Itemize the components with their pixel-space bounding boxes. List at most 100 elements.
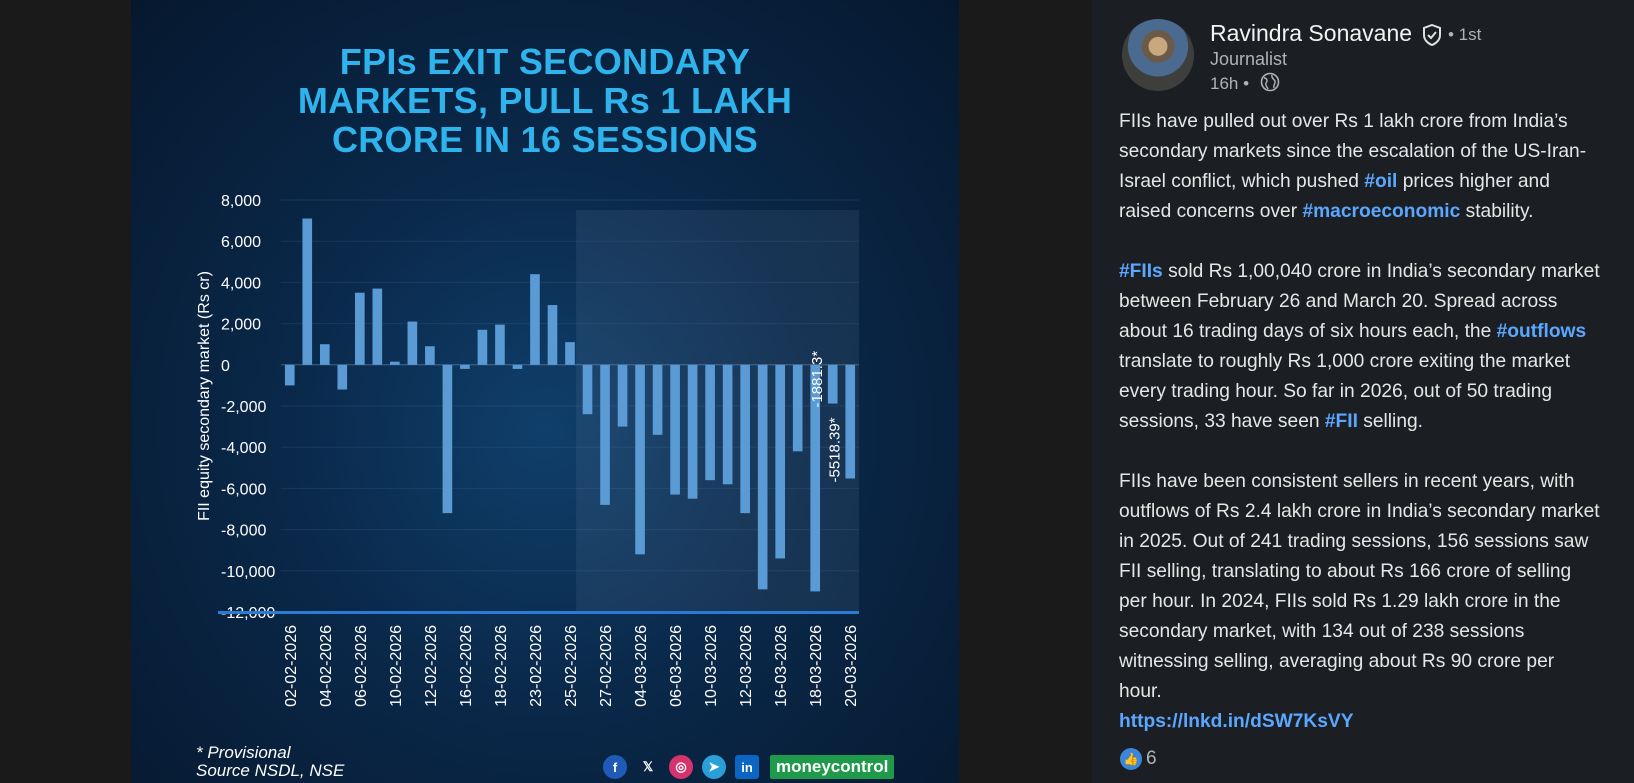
hashtag-fii[interactable]: #FII <box>1324 411 1358 432</box>
avatar[interactable] <box>1122 19 1194 91</box>
text-line: Israel conflict, which pushed #oil price… <box>1119 167 1634 197</box>
globe-icon <box>1260 72 1280 92</box>
bar <box>775 364 785 559</box>
y-axis-label: FII equity secondary market (Rs cr) <box>196 271 213 521</box>
text-fragment: about 16 trading days of six hours each,… <box>1119 321 1497 342</box>
x-tick-label: 12-03-2026 <box>738 625 755 707</box>
telegram-icon: ➤ <box>702 755 726 779</box>
x-tick-label: 10-03-2026 <box>703 625 720 707</box>
moneycontrol-logo: moneycontrol <box>770 755 895 779</box>
bar <box>600 364 610 505</box>
text-fragment: Israel conflict, which pushed <box>1119 171 1365 192</box>
bar <box>705 364 715 481</box>
bar <box>302 218 313 365</box>
like-icon: 👍 <box>1120 748 1142 770</box>
bar <box>495 324 505 365</box>
bar <box>425 346 435 365</box>
x-tick-label: 06-03-2026 <box>668 625 685 707</box>
bar <box>442 364 453 514</box>
author-headline: Journalist <box>1210 49 1288 69</box>
text-line: raised concerns over #macroeconomic stab… <box>1119 197 1634 227</box>
hashtag-outflows[interactable]: #outflows <box>1496 321 1587 342</box>
linkedin-icon: in <box>735 755 759 779</box>
bar <box>827 364 838 404</box>
text-line: per hour. In 2024, FIIs sold Rs 1.29 lak… <box>1119 591 1561 612</box>
y-tick-label: 8,000 <box>221 193 261 210</box>
bar <box>547 305 558 365</box>
infographic-title: FPIs EXIT SECONDARY MARKETS, PULL Rs 1 L… <box>131 42 959 159</box>
text-line: secondary markets since the escalation o… <box>1119 141 1587 162</box>
paragraph-2: #FIIs sold Rs 1,00,040 crore in India’s … <box>1119 257 1634 437</box>
x-tick-label: 20-03-2026 <box>843 625 860 707</box>
post-link[interactable]: https://lnkd.in/dSW7KsVY <box>1119 711 1354 732</box>
text-line: #FIIs sold Rs 1,00,040 crore in India’s … <box>1119 257 1634 287</box>
bar <box>810 364 821 592</box>
bar <box>530 274 540 365</box>
footnote-provisional: * Provisional <box>196 743 291 762</box>
bar <box>284 364 295 386</box>
bar <box>477 329 488 365</box>
paragraph-1: FIIs have pulled out over Rs 1 lakh cror… <box>1119 107 1634 227</box>
post-time: 16h • <box>1210 74 1250 93</box>
y-tick-label: -10,000 <box>221 564 275 581</box>
x-tick-label: 04-03-2026 <box>633 625 650 707</box>
hashtag-macroeconomic[interactable]: #macroeconomic <box>1302 201 1461 222</box>
text-line: translate to roughly Rs 1,000 crore exit… <box>1119 351 1571 372</box>
social-icons: f 𝕏 ◎ ➤ in moneycontrol <box>603 755 895 779</box>
title-line-2: MARKETS, PULL Rs 1 LAKH <box>297 80 793 121</box>
post-image[interactable]: FPIs EXIT SECONDARY MARKETS, PULL Rs 1 L… <box>131 0 959 783</box>
x-tick-label: 18-03-2026 <box>808 625 825 707</box>
text-line: every trading hour. So far in 2026, out … <box>1119 381 1553 402</box>
bar <box>319 344 330 365</box>
text-fragment: prices higher and <box>1397 171 1550 192</box>
paragraph-3: FIIs have been consistent sellers in rec… <box>1119 467 1634 707</box>
text-line: about 16 trading days of six hours each,… <box>1119 317 1634 347</box>
bar <box>407 321 418 365</box>
text-fragment: selling. <box>1357 411 1423 432</box>
text-line: witnessing selling, averaging about Rs 9… <box>1119 651 1555 672</box>
text-fragment: stability. <box>1460 201 1534 222</box>
text-fragment: sessions, 33 have seen <box>1119 411 1325 432</box>
text-line: outflows of Rs 2.4 lakh crore in India’s… <box>1119 501 1600 522</box>
x-tick-label: 27-02-2026 <box>598 625 615 707</box>
title-line-3: CRORE IN 16 SESSIONS <box>331 119 759 160</box>
x-axis-line <box>218 611 859 614</box>
x-tick-label: 12-02-2026 <box>423 625 440 707</box>
bar <box>687 364 698 499</box>
x-tick-label: 10-02-2026 <box>388 625 405 707</box>
bar <box>635 364 645 555</box>
x-tick-label: 06-02-2026 <box>353 625 370 707</box>
post-text: FIIs have pulled out over Rs 1 lakh cror… <box>1119 107 1634 737</box>
bar <box>390 361 400 365</box>
x-tick-label: 18-02-2026 <box>493 625 510 707</box>
bar <box>722 364 733 485</box>
text-line: hour. <box>1119 681 1162 702</box>
x-tick-label: 16-03-2026 <box>773 625 790 707</box>
reactions-summary[interactable]: 👍 6 <box>1120 748 1157 770</box>
chart-footnote: * Provisional Source NSDL, NSE <box>196 744 344 780</box>
y-tick-label: -4,000 <box>221 440 266 457</box>
post-panel: Ravindra Sonavane • 1st Journalist 16h •… <box>1092 0 1634 783</box>
text-line: FIIs have pulled out over Rs 1 lakh cror… <box>1119 111 1568 132</box>
x-icon: 𝕏 <box>642 759 654 774</box>
hashtag-oil[interactable]: #oil <box>1364 171 1398 192</box>
reaction-count: 6 <box>1146 748 1157 769</box>
bar-chart: 8,000 6,000 4,000 2,000 0 -2,000 -4,000 -6,000 -… <box>196 193 860 707</box>
bar <box>670 364 680 495</box>
y-tick-label: -2,000 <box>221 399 266 416</box>
title-line-1: FPIs EXIT SECONDARY <box>339 41 751 82</box>
x-tick-label: 04-02-2026 <box>318 625 335 707</box>
verified-icon <box>1423 24 1441 46</box>
text-line: secondary market, with 134 out of 238 se… <box>1119 621 1525 642</box>
footnote-source: Source NSDL, NSE <box>196 761 345 780</box>
hashtag-fiis[interactable]: #FIIs <box>1119 261 1163 282</box>
instagram-icon: ◎ <box>669 755 693 779</box>
y-tick-label: 4,000 <box>221 275 261 292</box>
author-name[interactable]: Ravindra Sonavane <box>1210 20 1413 46</box>
bar <box>792 364 803 452</box>
bar <box>757 364 768 590</box>
x-tick-label: 16-02-2026 <box>458 625 475 707</box>
y-tick-label: 2,000 <box>221 317 261 334</box>
x-tick-label: 23-02-2026 <box>528 625 545 707</box>
x-tick-label: 25-02-2026 <box>563 625 580 707</box>
